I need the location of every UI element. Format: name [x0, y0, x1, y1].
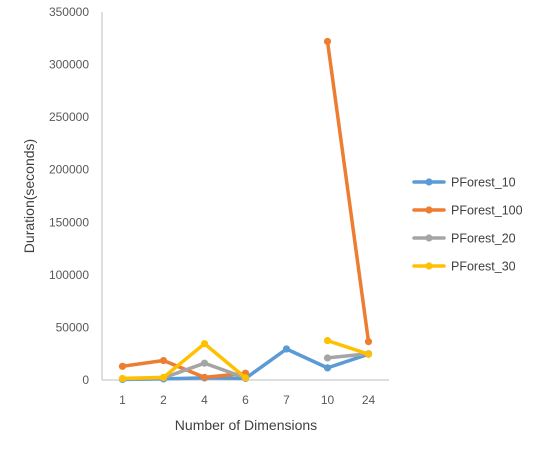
series-line [325, 338, 371, 356]
data-point [323, 37, 332, 46]
data-point [323, 336, 332, 345]
data-point [200, 340, 209, 348]
x-tick-label: 10 [321, 393, 335, 407]
data-point [282, 345, 291, 353]
series-line [325, 351, 371, 360]
y-tick-label: 250000 [49, 110, 89, 124]
data-point [241, 374, 250, 382]
data-point [118, 362, 127, 370]
legend-item: PForest_30 [412, 260, 516, 274]
legend-swatch-marker [425, 234, 433, 242]
legend-item: PForest_10 [412, 176, 516, 190]
x-tick-label: 1 [119, 393, 126, 407]
legend-item: PForest_20 [412, 232, 516, 246]
x-tick-label: 7 [283, 393, 290, 407]
y-tick-label: 100000 [49, 268, 89, 282]
data-point [159, 373, 168, 381]
x-tick-label: 24 [362, 393, 376, 407]
series-pforest-30 [118, 336, 373, 383]
legend-label: PForest_100 [451, 204, 523, 218]
plot-series [118, 37, 373, 384]
data-point [200, 373, 209, 381]
x-tick-label: 4 [201, 393, 208, 407]
y-tick-label: 300000 [49, 58, 89, 72]
data-point [323, 364, 332, 372]
legend-item: PForest_100 [412, 204, 523, 218]
series-line [120, 341, 248, 381]
series-line [325, 39, 371, 344]
y-tick-label: 350000 [49, 5, 89, 19]
x-axis-title: Number of Dimensions [175, 417, 317, 433]
legend-label: PForest_20 [451, 232, 516, 246]
y-tick-label: 200000 [49, 163, 89, 177]
data-point [200, 359, 209, 367]
y-tick-label: 50000 [56, 320, 90, 334]
y-axis: 0 50000 100000 150000 200000 250000 300000 3500… [49, 5, 103, 387]
legend-label: PForest_30 [451, 260, 516, 274]
x-tick-label: 2 [160, 393, 167, 407]
data-point [364, 338, 373, 346]
data-point [118, 374, 127, 383]
legend-swatch-marker [425, 206, 433, 214]
legend-swatch-marker [425, 178, 433, 186]
legend-swatch-marker [425, 262, 433, 270]
y-axis-title: Duration(seconds) [21, 139, 37, 253]
y-tick-label: 0 [82, 373, 89, 387]
x-axis: 1 2 4 6 7 10 24 [102, 379, 389, 407]
series-pforest-100 [118, 37, 373, 381]
x-tick-label: 6 [242, 393, 249, 407]
y-tick-label: 150000 [49, 215, 89, 229]
legend-label: PForest_10 [451, 176, 516, 190]
data-point [364, 350, 373, 358]
data-point [159, 356, 168, 365]
data-point [323, 354, 332, 362]
legend: PForest_10 PForest_100 PForest_20 PForest_3… [412, 176, 523, 274]
